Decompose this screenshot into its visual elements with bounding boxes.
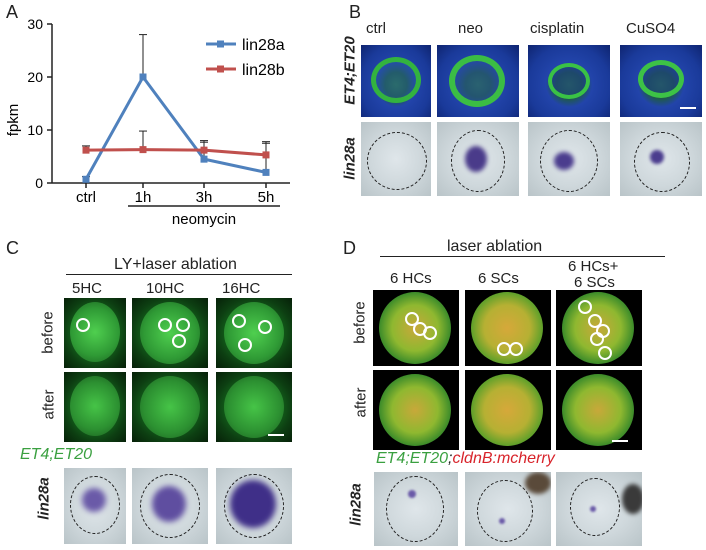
data-point [200, 155, 208, 163]
marker-separator: ; [448, 450, 453, 467]
y-tick-label: 10 [27, 122, 43, 138]
row-label-before-c: before [39, 311, 57, 354]
x-tick-label: 1h [135, 189, 152, 206]
image-d-6scs-before [465, 290, 551, 366]
image-b-neo-ish [437, 122, 519, 196]
col-label-cuso4: CuSO4 [626, 20, 676, 37]
image-c-5hc-before [64, 298, 126, 368]
image-b-neo-fluor [437, 45, 519, 117]
data-point [262, 168, 270, 176]
scale-bar [268, 434, 284, 436]
panel-label-c: C [6, 238, 19, 258]
data-point [262, 151, 270, 159]
image-c-10hc-ish [132, 468, 208, 544]
data-point [82, 175, 90, 183]
panel-d-title: laser ablation [447, 238, 543, 255]
y-tick-label: 0 [35, 175, 43, 191]
col-label-neo: neo [458, 20, 484, 37]
image-d-6hcs6scs-before [556, 290, 642, 366]
image-d-6hcs-ish [374, 472, 458, 546]
series-line [85, 148, 267, 157]
y-tick-label: 20 [27, 69, 43, 85]
col-label-ctrl: ctrl [366, 20, 386, 37]
legend-label: lin28b [242, 62, 285, 79]
data-point [82, 146, 90, 154]
image-c-10hc-before [132, 298, 208, 368]
image-d-6scs-after [465, 370, 551, 450]
image-d-6hcs-before [373, 290, 459, 366]
group-label: neomycin [172, 211, 236, 228]
image-b-cuso4-fluor [620, 45, 702, 117]
legend-marker [217, 40, 224, 48]
image-c-5hc-after [64, 372, 126, 442]
row-label-lin28a-c: lin28a [35, 477, 53, 520]
panel-label-d: D [343, 238, 356, 258]
image-b-cisplatin-fluor [528, 45, 610, 117]
series-lin28b [82, 130, 270, 159]
image-c-16hc-before [216, 298, 292, 368]
panel-d-bracket [380, 256, 665, 257]
scale-bar [612, 440, 628, 442]
row-label-after-c: after [40, 389, 58, 420]
marker-label-d: ET4;ET20;cldnB:mcherry [376, 450, 555, 468]
series-line [84, 74, 267, 181]
row-label-after-d: after [352, 387, 370, 418]
col-label-5hc: 5HC [72, 280, 103, 297]
image-d-6hcs6scs-after [556, 370, 642, 450]
marker-label-c: ET4;ET20 [20, 446, 93, 463]
x-tick-label: 5h [258, 189, 275, 206]
legend-marker [217, 65, 224, 73]
image-c-5hc-ish [64, 468, 126, 544]
col-label-6scs: 6 SCs [478, 270, 519, 287]
y-tick-label: 30 [27, 16, 43, 32]
marker-green: ET4;ET20 [376, 450, 449, 467]
scale-bar [680, 107, 696, 109]
image-c-10hc-after [132, 372, 208, 442]
y-axis-label: fpkm [5, 104, 22, 137]
col-label-6hcs-6scs-line2: 6 SCs [574, 274, 615, 291]
row-label-lin28a-d: lin28a [347, 483, 365, 526]
x-tick-label: ctrl [76, 189, 96, 206]
row-label-lin28a-b: lin28a [341, 137, 359, 180]
image-b-ctrl-fluor [361, 45, 431, 117]
panel-c-bracket [66, 274, 292, 275]
image-b-cisplatin-ish [528, 122, 610, 196]
image-b-ctrl-ish [361, 122, 431, 196]
col-label-6hcs-6scs: 6 HCs+ [568, 258, 619, 275]
row-label-et4et20-b: ET4;ET20 [341, 36, 359, 105]
col-label-cisplatin: cisplatin [530, 20, 585, 37]
data-point [200, 146, 208, 154]
series-lin28a [82, 34, 270, 183]
image-b-cuso4-ish [620, 122, 702, 196]
image-c-16hc-after [216, 372, 292, 442]
legend: lin28a lin28b [206, 37, 285, 79]
x-tick-label: 3h [196, 189, 213, 206]
marker-red: cldnB:mcherry [452, 450, 555, 467]
col-label-10hc: 10HC [146, 280, 185, 297]
col-label-6hcs: 6 HCs [390, 270, 432, 287]
row-label-before-d: before [351, 301, 369, 344]
col-label-16hc: 16HC [222, 280, 261, 297]
panel-c-title: LY+laser ablation [114, 256, 237, 273]
data-point [139, 73, 147, 81]
data-point [139, 146, 147, 154]
image-d-6scs-ish [465, 472, 551, 546]
image-d-6hcs6scs-ish [556, 472, 642, 546]
legend-label: lin28a [242, 37, 285, 54]
panel-label-b: B [349, 2, 362, 22]
image-d-6hcs-after [373, 370, 459, 450]
image-c-16hc-ish [216, 468, 292, 544]
panel-label-a: A [6, 2, 19, 22]
